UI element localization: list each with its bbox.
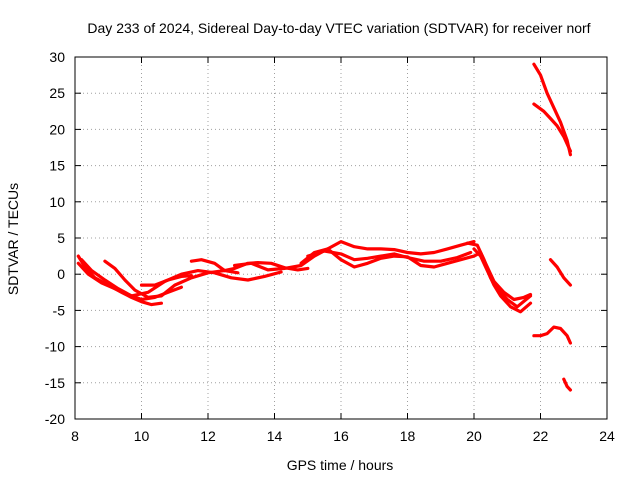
y-tick-label: 10	[49, 194, 65, 210]
series-trace-4	[103, 259, 240, 299]
x-axis-label: GPS time / hours	[287, 457, 394, 473]
y-tick-label: 0	[57, 266, 65, 282]
y-tick-label: -20	[45, 411, 65, 427]
chart-title: Day 233 of 2024, Sidereal Day-to-day VTE…	[87, 20, 590, 36]
x-tick-label: 14	[267, 428, 283, 444]
x-tick-label: 8	[71, 428, 79, 444]
data-series	[76, 62, 573, 392]
y-tick-label: -10	[45, 339, 65, 355]
x-tick-label: 18	[400, 428, 416, 444]
x-tick-label: 22	[533, 428, 549, 444]
y-tick-label: 5	[57, 230, 65, 246]
x-tick-label: 10	[134, 428, 150, 444]
x-tick-label: 12	[200, 428, 216, 444]
series-trace-5	[139, 274, 193, 287]
y-tick-label: 15	[49, 158, 65, 174]
grid	[75, 57, 607, 419]
series-trace-14	[532, 102, 573, 153]
series-trace-7	[233, 240, 476, 272]
y-tick-label: 30	[49, 49, 65, 65]
series-trace-9	[306, 249, 473, 263]
axis-ticks: 8 10 12 14 16 18 20 22 24 -20 -15 -10 -5 0 5 10 15 20 25 30	[45, 49, 615, 444]
x-tick-label: 16	[333, 428, 349, 444]
y-tick-label: 25	[49, 85, 65, 101]
series-trace-12	[479, 250, 533, 302]
series-trace-15	[548, 258, 573, 287]
y-tick-label: 20	[49, 121, 65, 137]
series-trace-17	[562, 377, 573, 392]
y-tick-label: -15	[45, 375, 65, 391]
series-trace-16	[532, 325, 573, 345]
x-tick-label: 24	[599, 428, 615, 444]
x-tick-label: 20	[466, 428, 482, 444]
y-tick-label: -5	[53, 302, 66, 318]
y-axis-label: SDTVAR / TECUs	[5, 183, 21, 295]
